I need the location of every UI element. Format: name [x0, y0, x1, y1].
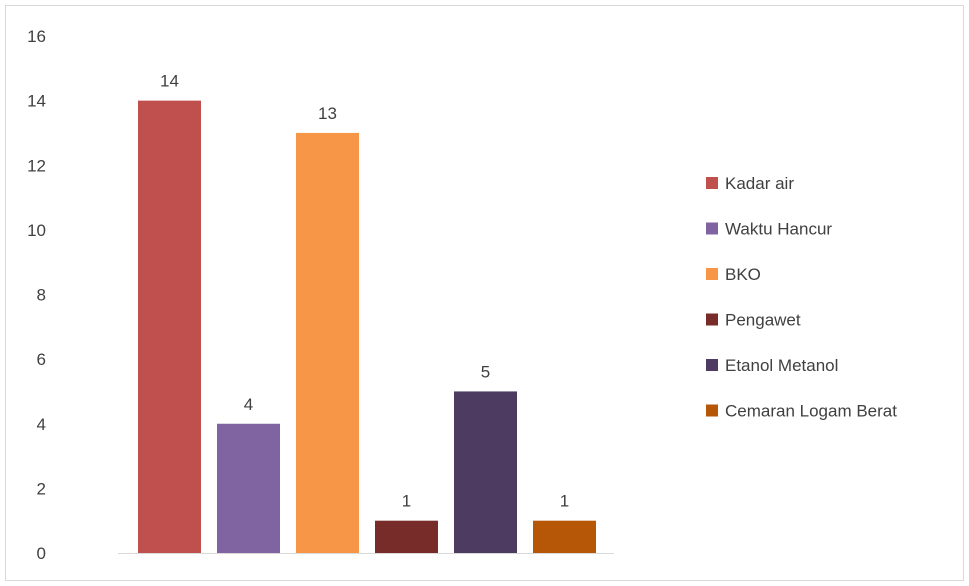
data-labels: 14 4 13 1 5 1 — [160, 72, 569, 511]
legend-swatch — [706, 177, 718, 189]
data-label: 14 — [160, 72, 179, 91]
bar-pengawet — [375, 520, 438, 553]
y-tick-label: 12 — [27, 156, 46, 175]
legend-swatch — [706, 404, 718, 417]
y-tick-label: 4 — [37, 415, 46, 434]
legend-label: Pengawet — [725, 311, 801, 330]
legend-label: Kadar air — [725, 174, 794, 193]
data-label: 1 — [402, 492, 411, 511]
y-tick-label: 10 — [27, 221, 46, 240]
y-tick-label: 14 — [27, 92, 46, 111]
data-label: 13 — [318, 104, 337, 123]
legend-label: Waktu Hancur — [725, 220, 832, 239]
data-label: 5 — [481, 362, 490, 381]
legend-label: Etanol Metanol — [725, 356, 838, 375]
legend-label: BKO — [725, 265, 761, 284]
bar-bko — [296, 132, 359, 553]
data-label: 1 — [560, 492, 569, 511]
y-tick-label: 2 — [37, 479, 46, 498]
legend-swatch — [706, 222, 718, 235]
y-tick-label: 8 — [37, 286, 46, 305]
bar-cemaran-logam-berat — [533, 520, 596, 553]
bar-kadar-air — [138, 100, 201, 553]
data-label: 4 — [244, 395, 253, 414]
bar-waktu-hancur — [217, 423, 280, 553]
legend-swatch — [706, 268, 718, 280]
legend-label: Cemaran Logam Berat — [725, 402, 897, 421]
y-axis: 0 2 4 6 8 10 12 14 16 — [27, 27, 46, 563]
legend-swatch — [706, 359, 718, 371]
bars — [138, 100, 596, 553]
legend-swatch — [706, 313, 718, 326]
legend: Kadar air Waktu Hancur BKO Pengawet Etanol M… — [706, 174, 897, 421]
y-tick-label: 16 — [27, 27, 46, 46]
y-tick-label: 6 — [37, 350, 46, 369]
bar-etanol-metanol — [454, 391, 517, 553]
y-tick-label: 0 — [37, 544, 46, 563]
